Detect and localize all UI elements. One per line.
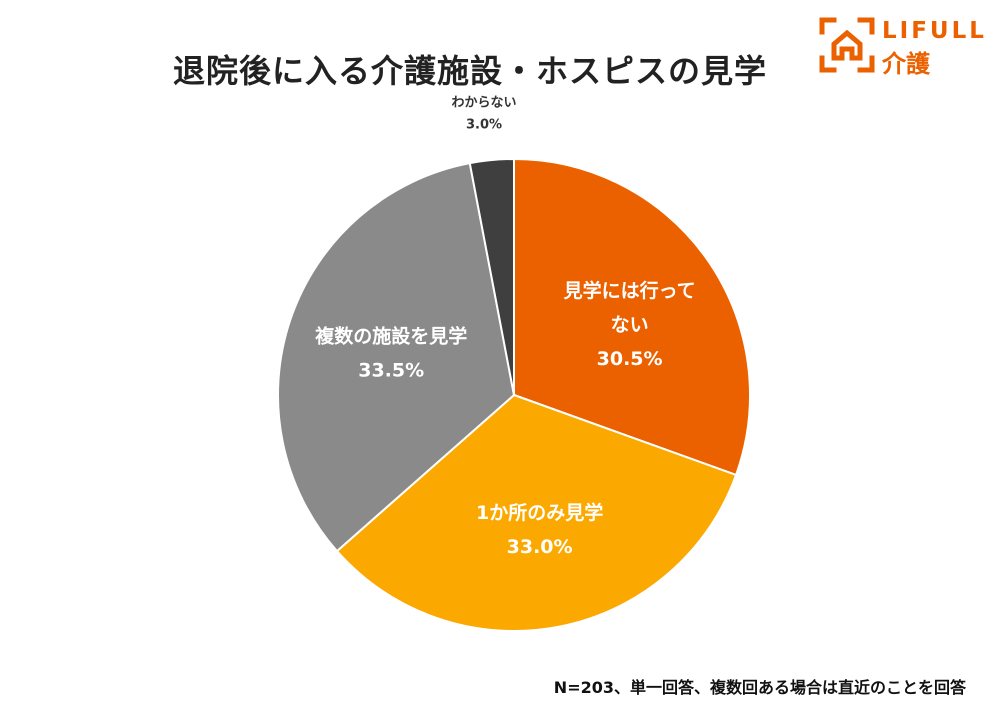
pie-category-label-2: 1か所のみ見学 <box>476 501 603 524</box>
pie-labels: 見学には行ってない 30.5% 1か所のみ見学 33.0% 複数の施設を見学 33.5% わ… <box>314 96 695 559</box>
pie-label-4: わからない 3.0% <box>451 96 516 133</box>
pie-category-label-1: 見学には行って <box>564 279 696 302</box>
pie-label-3: 複数の施設を見学 33.5% <box>314 325 467 382</box>
pie-slices <box>277 157 751 633</box>
pie-label-1: 見学には行ってない 30.5% <box>564 279 696 370</box>
lifull-kaigo-logo: LIFULL 介護 <box>818 14 988 78</box>
chart-title: 退院後に入る介護施設・ホスピスの見学 <box>172 52 767 90</box>
pie-value-label-1: 30.5% <box>597 348 663 370</box>
pie-value-label-2: 33.0% <box>507 536 573 558</box>
pie-value-label-4: 3.0% <box>466 118 502 133</box>
logo-text-lifull: LIFULL <box>882 18 987 44</box>
pie-category-label-1: ない <box>611 314 649 336</box>
house-icon <box>819 17 875 73</box>
pie-label-2: 1か所のみ見学 33.0% <box>476 501 603 558</box>
chart-footnote: N=203、単一回答、複数回ある場合は直近のことを回答 <box>553 678 966 697</box>
pie-value-label-3: 33.5% <box>358 360 424 382</box>
pie-category-label-4: わからない <box>451 96 516 111</box>
pie-slice-2 <box>335 393 738 633</box>
pie-slice-3 <box>277 162 516 553</box>
pie-slice-4 <box>468 157 515 396</box>
logo-text-kaigo: 介護 <box>882 50 930 78</box>
pie-slice-1 <box>513 157 751 477</box>
pie-category-label-3: 複数の施設を見学 <box>314 325 467 348</box>
